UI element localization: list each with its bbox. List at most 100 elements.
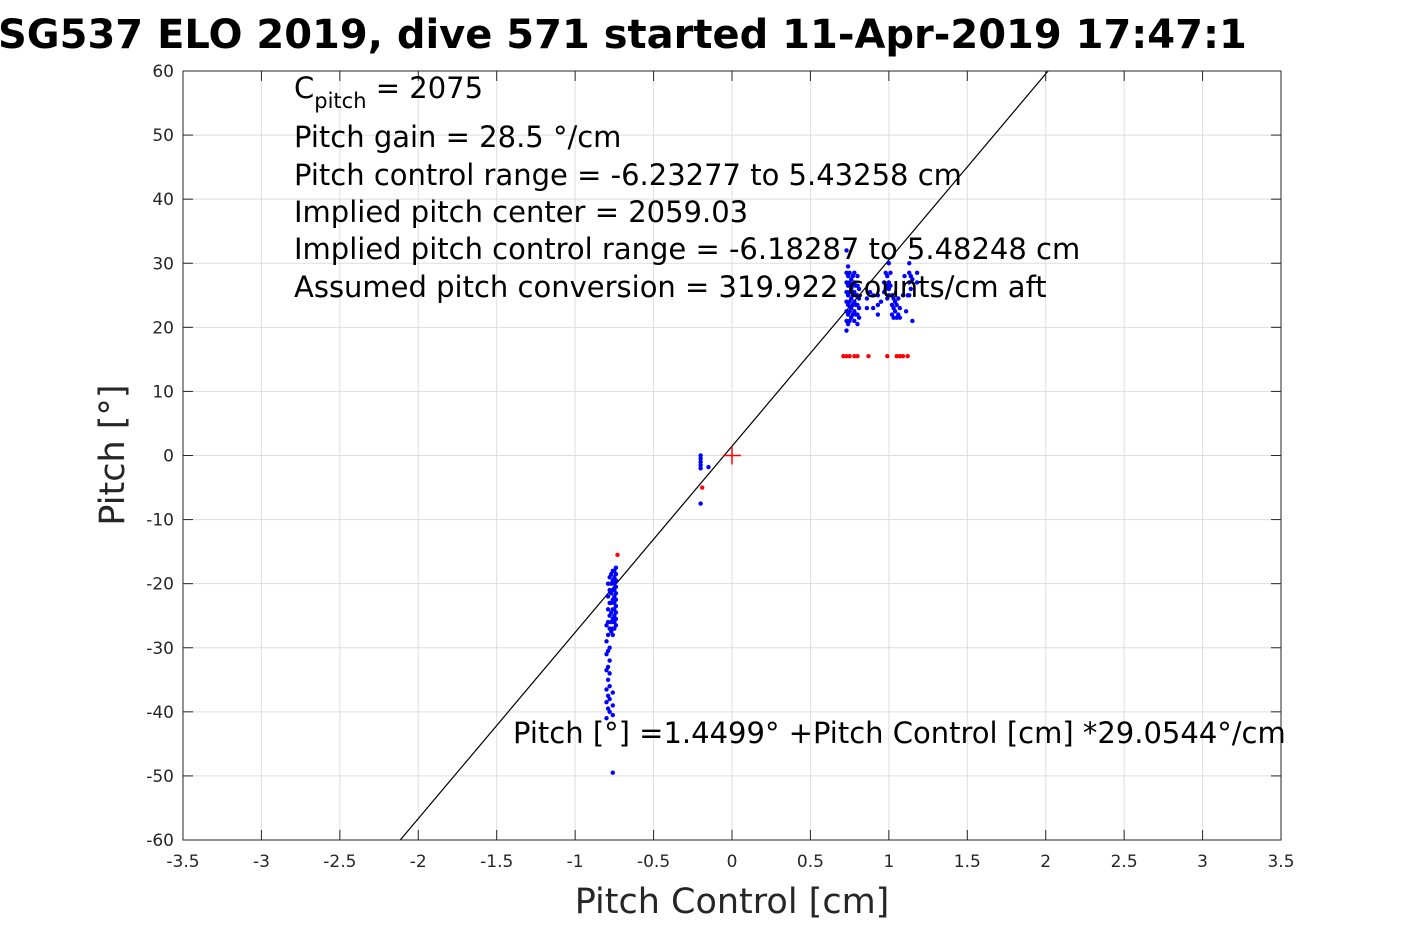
x-tick-label: 1.5 [954,852,981,872]
blue-point [610,703,615,708]
blue-point [610,690,615,695]
blue-point [856,296,862,301]
blue-point [855,321,860,327]
blue-point [888,270,893,276]
c-pitch-subscript: pitch [314,89,366,113]
blue-point [607,575,612,580]
x-tick-label: 0.5 [797,852,824,872]
blue-point [855,273,860,279]
center-marker-layer [723,446,741,465]
blue-point [885,273,890,279]
x-tick-label: -2 [410,852,427,872]
blue-point [907,293,912,298]
blue-point [914,280,920,285]
blue-point [607,587,612,593]
y-tick-label: -20 [146,575,174,595]
y-tick-label: 40 [152,190,174,210]
x-tick-label: -3 [253,852,270,872]
blue-point [605,693,611,699]
blue-point [604,687,609,692]
ticks [182,70,1282,841]
blue-point [605,632,611,638]
blue-point [864,296,870,301]
blue-point [607,658,612,663]
x-tick-label: 3.5 [1267,852,1294,872]
blue-point [845,264,851,269]
blue-point [607,671,612,676]
annotation-block: Cpitch = 2075 Pitch gain = 28.5 °/cm Pit… [294,71,1080,304]
blue-point [875,312,881,317]
implied-range-annotation: Implied pitch control range = -6.18287 t… [294,232,1080,266]
red-point [844,353,849,359]
x-tick-labels: -3.5 -3 -2.5 -2 -1.5 -1 -0.5 0 0.5 1 1.5 2 2.5 3 3.5 [166,852,1294,872]
red-point [900,353,906,359]
blue-point [886,293,892,298]
blue-point [881,280,887,285]
x-tick-label: -1 [567,852,584,872]
y-tick-label: 30 [152,254,174,274]
blue-point [910,318,915,324]
blue-point [605,607,611,612]
blue-point [698,501,703,506]
y-tick-label: 50 [152,126,174,146]
blue-point [907,280,912,285]
y-axis-label: Pitch [°] [93,384,133,525]
y-tick-label: 60 [152,62,174,82]
x-tick-label: 0 [727,852,738,872]
fit-equation: Pitch [°] =1.4499° +Pitch Control [cm] *… [513,716,1286,750]
red-point [885,353,890,359]
y-tick-label: -30 [146,639,174,659]
blue-point [605,706,611,711]
blue-point [604,639,609,644]
x-tick-label: 2.5 [1111,852,1138,872]
blue-point [856,286,862,292]
blue-point [900,293,906,298]
x-tick-label: -3.5 [166,852,199,872]
blue-point [897,305,903,311]
red-series [615,353,910,558]
x-tick-label: 1 [883,852,894,872]
blue-point [698,456,703,461]
y-tick-label: 0 [163,447,174,467]
blue-point [844,328,849,333]
y-tick-label: -40 [146,703,174,723]
blue-point [907,261,912,266]
blue-point [698,462,703,468]
x-tick-label: -0.5 [637,852,670,872]
blue-point [896,296,901,301]
blue-point [609,581,614,586]
y-tick-label: -50 [146,767,174,787]
blue-point [875,293,881,298]
blue-point [903,309,909,314]
chart-title: SG537 ELO 2019, dive 571 started 11-Apr-… [0,12,1247,58]
blue-point [864,305,870,311]
c-pitch-symbol: C [294,71,314,105]
blue-point [605,594,611,599]
blue-point [609,619,614,625]
blue-point [894,302,899,308]
conversion-annotation: Assumed pitch conversion = 319.922 count… [294,270,1047,304]
blue-series [604,248,920,775]
blue-point [902,273,907,279]
control-range-annotation: Pitch control range = -6.23277 to 5.4325… [294,158,962,192]
red-point [847,353,852,359]
blue-point [852,270,857,276]
blue-point [604,667,609,673]
blue-point [610,770,615,775]
blue-point [605,677,611,682]
x-tick-label: 2 [1040,852,1051,872]
x-tick-label: 3 [1197,852,1208,872]
blue-point [610,712,615,718]
red-point [855,353,860,359]
c-pitch-value: = 2075 [367,71,484,105]
blue-point [870,293,876,298]
blue-point [875,302,881,308]
blue-point [604,700,609,705]
red-point [866,353,871,359]
blue-point [892,309,898,314]
x-axis-label: Pitch Control [cm] [575,882,890,922]
c-pitch-annotation: Cpitch = 2075 [294,71,483,113]
blue-point [607,613,612,618]
y-tick-label: 20 [152,318,174,338]
red-point [897,353,903,359]
